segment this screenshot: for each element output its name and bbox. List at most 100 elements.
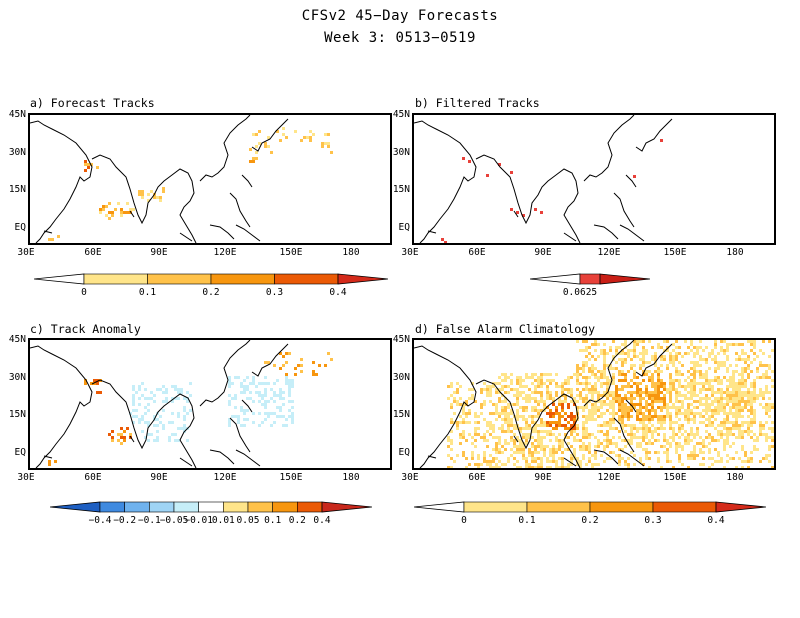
grid-cell	[648, 403, 651, 406]
grid-cell	[492, 457, 495, 460]
grid-cell	[555, 439, 558, 442]
grid-cell	[489, 427, 492, 430]
grid-cell	[633, 175, 636, 178]
grid-cell	[111, 211, 114, 214]
grid-cell	[165, 397, 168, 400]
panel-d-map[interactable]	[412, 338, 776, 470]
grid-cell	[282, 397, 285, 400]
grid-cell	[648, 409, 651, 412]
grid-cell	[561, 409, 564, 412]
colorbar-right-cap	[321, 501, 372, 513]
grid-cell	[621, 370, 624, 373]
panel-b-lat-label: 30N	[392, 147, 410, 158]
grid-cell	[189, 409, 192, 412]
grid-cell	[630, 406, 633, 409]
grid-cell	[564, 394, 567, 397]
grid-cell	[654, 364, 657, 367]
grid-cell	[498, 436, 501, 439]
grid-cell	[243, 424, 246, 427]
coastline	[563, 457, 577, 467]
grid-cell	[672, 349, 675, 352]
grid-cell	[654, 412, 657, 415]
grid-cell	[492, 403, 495, 406]
grid-cell	[708, 385, 711, 388]
grid-cell	[636, 376, 639, 379]
grid-cell	[606, 439, 609, 442]
grid-cell	[684, 415, 687, 418]
grid-cell	[735, 451, 738, 454]
grid-cell	[573, 373, 576, 376]
grid-cell	[600, 424, 603, 427]
grid-cell	[450, 403, 453, 406]
grid-cell	[663, 418, 666, 421]
grid-cell	[177, 439, 180, 442]
grid-cell	[615, 367, 618, 370]
grid-cell	[555, 463, 558, 466]
grid-cell	[558, 385, 561, 388]
grid-cell	[237, 415, 240, 418]
grid-cell	[708, 379, 711, 382]
grid-cell	[513, 445, 516, 448]
grid-cell	[531, 427, 534, 430]
grid-cell	[258, 412, 261, 415]
grid-cell	[546, 388, 549, 391]
grid-cell	[504, 409, 507, 412]
grid-cell	[705, 445, 708, 448]
grid-cell	[291, 379, 294, 382]
grid-cell	[720, 421, 723, 424]
grid-cell	[555, 382, 558, 385]
grid-cell	[726, 454, 729, 457]
grid-cell	[672, 358, 675, 361]
grid-cell	[654, 352, 657, 355]
grid-cell	[663, 403, 666, 406]
grid-cell	[675, 391, 678, 394]
grid-cell	[684, 397, 687, 400]
grid-cell	[768, 406, 771, 409]
grid-cell	[717, 364, 720, 367]
panel-d-lat-label: 15N	[392, 409, 410, 420]
panel-b-map[interactable]	[412, 113, 776, 245]
grid-cell	[228, 424, 231, 427]
grid-cell	[465, 421, 468, 424]
grid-cell	[108, 433, 111, 436]
grid-cell	[513, 424, 516, 427]
grid-cell	[621, 388, 624, 391]
grid-cell	[681, 394, 684, 397]
grid-cell	[699, 355, 702, 358]
panel-b-title: b) Filtered Tracks	[415, 96, 540, 110]
grid-cell	[639, 412, 642, 415]
grid-cell	[738, 385, 741, 388]
grid-cell	[759, 427, 762, 430]
panel-c-map[interactable]	[28, 338, 392, 470]
panel-a-map[interactable]	[28, 113, 392, 245]
grid-cell	[711, 352, 714, 355]
grid-cell	[99, 208, 102, 211]
grid-cell	[750, 343, 753, 346]
grid-cell	[537, 400, 540, 403]
grid-cell	[231, 382, 234, 385]
grid-cell	[471, 457, 474, 460]
grid-cell	[612, 442, 615, 445]
grid-cell	[243, 412, 246, 415]
grid-cell	[627, 382, 630, 385]
grid-cell	[588, 448, 591, 451]
grid-cell	[594, 409, 597, 412]
grid-cell	[645, 361, 648, 364]
grid-cell	[606, 445, 609, 448]
grid-cell	[666, 340, 669, 343]
grid-cell	[537, 457, 540, 460]
grid-cell	[597, 355, 600, 358]
grid-cell	[531, 421, 534, 424]
colorbar-tick-label: 0.2	[288, 515, 306, 526]
grid-cell	[588, 460, 591, 463]
grid-cell	[156, 388, 159, 391]
grid-cell	[705, 406, 708, 409]
grid-cell	[540, 436, 543, 439]
grid-cell	[642, 340, 645, 343]
grid-cell	[594, 412, 597, 415]
grid-cell	[96, 382, 99, 385]
grid-cell	[762, 352, 765, 355]
grid-cell	[273, 382, 276, 385]
grid-cell	[597, 415, 600, 418]
grid-cell	[582, 430, 585, 433]
